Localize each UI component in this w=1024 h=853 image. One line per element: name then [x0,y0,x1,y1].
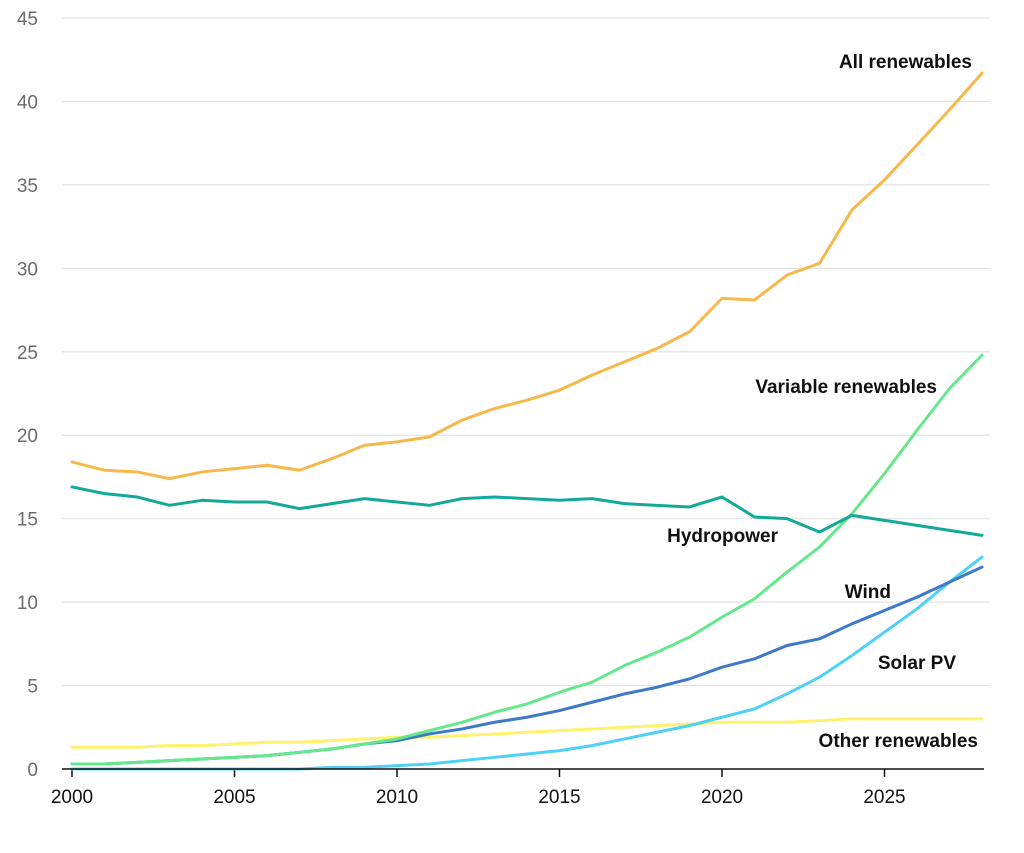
x-tick-label: 2005 [213,787,255,808]
y-tick-label: 15 [17,510,38,531]
series-line-variable-renewables [70,353,984,766]
y-tick-label: 10 [17,593,38,614]
series-lines [70,71,984,771]
x-tick-label: 2010 [376,787,418,808]
label-variable-renewables: Variable renewables [755,377,937,398]
x-tick-label: 2000 [51,787,93,808]
y-tick-label: 35 [17,176,38,197]
x-axis-ticks: 2000 2005 2010 2015 2020 2025 [51,769,906,808]
grid-lines [62,17,990,687]
y-tick-label: 40 [17,92,38,113]
y-tick-label: 20 [17,426,38,447]
series-line-hydropower [70,485,984,537]
series-labels: All renewables Variable renewables Hydro… [667,52,978,752]
y-tick-label: 0 [27,760,38,781]
label-solar-pv: Solar PV [878,653,956,674]
series-line-other-renewables [70,717,984,749]
label-all-renewables: All renewables [839,52,972,73]
x-tick-label: 2020 [701,787,743,808]
y-tick-label: 45 [17,9,38,30]
label-hydropower: Hydropower [667,526,778,547]
y-tick-label: 25 [17,343,38,364]
y-axis-ticks: 0 5 10 15 20 25 30 35 40 45 [17,9,38,781]
x-tick-label: 2025 [863,787,905,808]
y-tick-label: 5 [27,677,38,698]
series-line-all-renewables [70,71,984,481]
y-tick-label: 30 [17,259,38,280]
x-tick-label: 2015 [538,787,580,808]
label-wind: Wind [845,582,891,603]
label-other-renewables: Other renewables [819,731,978,752]
